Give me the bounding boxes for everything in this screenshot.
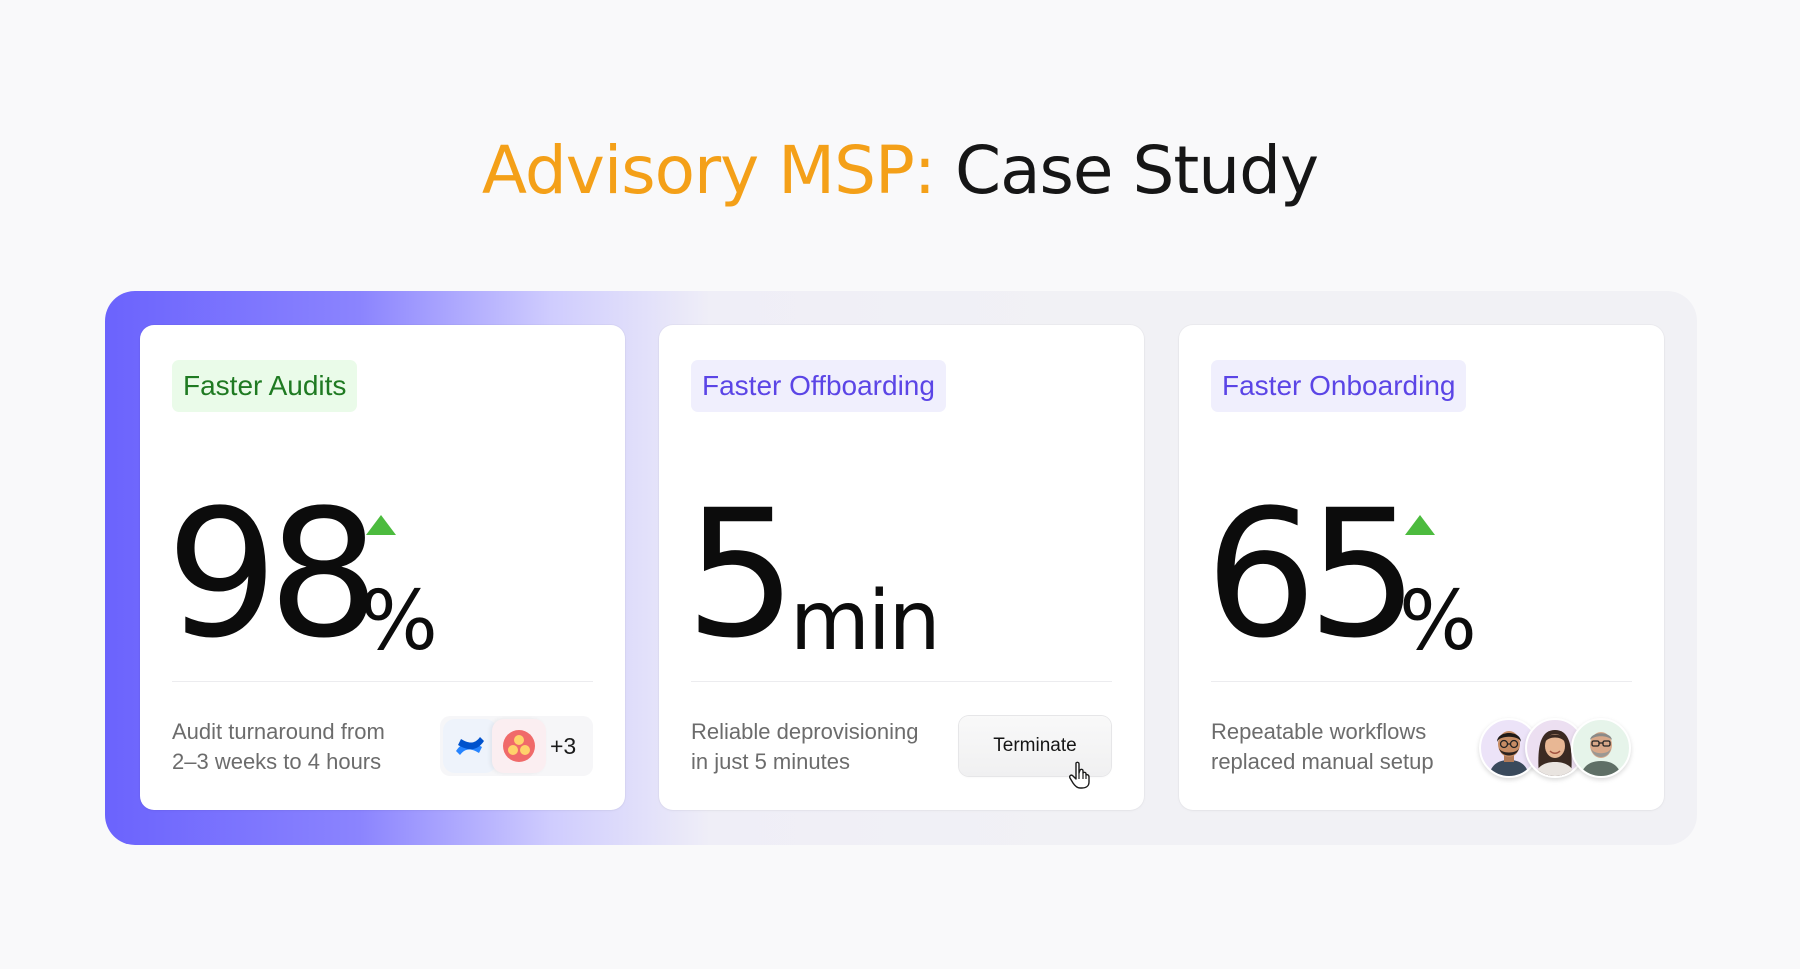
card-description: Reliable deprovisioning in just 5 minute… bbox=[691, 717, 951, 777]
metric-unit: % bbox=[360, 574, 438, 669]
terminate-button[interactable]: Terminate bbox=[959, 716, 1111, 776]
description-line: Audit turnaround from bbox=[172, 719, 385, 744]
metric-unit: min bbox=[790, 574, 941, 669]
metric-unit: % bbox=[1399, 574, 1477, 669]
integrations-pill[interactable]: +3 bbox=[440, 716, 593, 776]
hand-cursor-icon bbox=[1069, 761, 1090, 789]
avatar bbox=[1571, 718, 1631, 778]
metric-value: 98 bbox=[166, 472, 380, 677]
confluence-icon bbox=[443, 719, 497, 773]
up-arrow-icon bbox=[1405, 515, 1435, 535]
title-rest: Case Study bbox=[955, 132, 1319, 209]
card-faster-offboarding: Faster Offboarding 5 min Reliable deprov… bbox=[659, 325, 1144, 810]
tag-label: Faster Onboarding bbox=[1211, 360, 1467, 412]
card-faster-onboarding: Faster Onboarding 65 % Repeatable workfl… bbox=[1179, 325, 1664, 810]
more-apps-count: +3 bbox=[550, 733, 577, 759]
metric-value: 65 bbox=[1205, 472, 1419, 677]
metric: 98 % bbox=[166, 472, 438, 677]
card-description: Repeatable workflows replaced manual set… bbox=[1211, 717, 1471, 777]
divider bbox=[1211, 681, 1632, 682]
card-faster-audits: Faster Audits 98 % Audit turnaround from… bbox=[140, 325, 625, 810]
asana-icon bbox=[492, 719, 546, 773]
description-line: Reliable deprovisioning bbox=[691, 719, 919, 744]
description-line: Repeatable workflows bbox=[1211, 719, 1427, 744]
page-title: Advisory MSP: Case Study bbox=[0, 126, 1800, 216]
avatar-group bbox=[1479, 718, 1639, 778]
metric: 5 min bbox=[685, 472, 941, 677]
title-accent: Advisory MSP: bbox=[481, 132, 936, 209]
tag-label: Faster Offboarding bbox=[691, 360, 946, 412]
metric: 65 % bbox=[1205, 472, 1477, 677]
description-line: 2–3 weeks to 4 hours bbox=[172, 749, 382, 774]
metric-value: 5 bbox=[685, 472, 797, 677]
up-arrow-icon bbox=[366, 515, 396, 535]
description-line: in just 5 minutes bbox=[691, 749, 850, 774]
tag-label: Faster Audits bbox=[172, 360, 358, 412]
card-description: Audit turnaround from 2–3 weeks to 4 hou… bbox=[172, 717, 432, 777]
description-line: replaced manual setup bbox=[1211, 749, 1434, 774]
divider bbox=[691, 681, 1112, 682]
divider bbox=[172, 681, 593, 682]
